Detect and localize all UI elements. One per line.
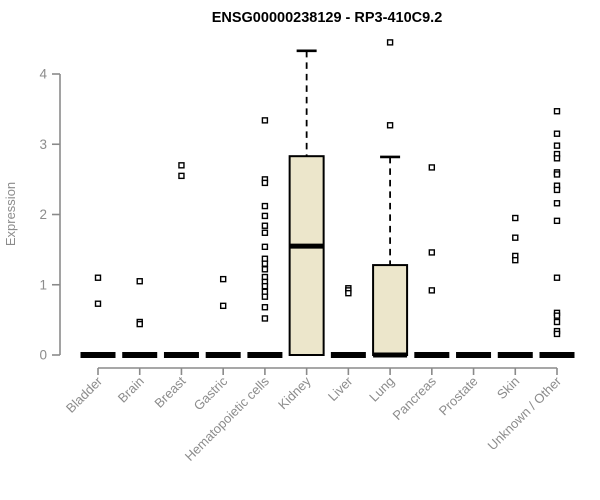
box-lung [372,264,409,356]
zero-bar-prostate [456,352,492,358]
zero-bar-brain [122,352,158,358]
outlier-point-hematopoietic-cells [261,282,269,290]
outlier-point-unknown-other [553,330,561,338]
x-tick-label-breast: Breast [151,373,188,410]
outlier-point-lung [386,39,394,46]
outlier-point-bladder [94,274,102,281]
y-tick-label-3: 3 [39,137,47,152]
outlier-point-unknown-other [553,200,561,207]
outlier-point-hematopoietic-cells [261,222,269,229]
x-tick-label-lung: Lung [366,374,397,405]
outlier-point-unknown-other [553,318,561,326]
box-kidney [288,155,325,356]
zero-bar-breast [163,352,199,358]
x-tick-label-liver: Liver [325,373,356,404]
outlier-point-breast [178,172,185,180]
outlier-point-brain [136,278,143,285]
outlier-point-hematopoietic-cells [261,260,269,267]
y-tick-label-1: 1 [39,277,47,292]
zero-bar-liver [330,352,366,358]
outlier-point-hematopoietic-cells [261,229,269,236]
outlier-point-skin [512,234,519,241]
y-tick-label-2: 2 [39,207,47,222]
outlier-point-hematopoietic-cells [261,293,269,300]
y-tick-label-4: 4 [39,67,47,82]
zero-bar-gastric [205,352,241,358]
outlier-point-unknown-other [553,130,561,137]
outlier-point-hematopoietic-cells [261,202,269,210]
zero-bar-hematopoietic-cells [247,352,283,358]
outlier-point-unknown-other [553,155,561,162]
outlier-point-hematopoietic-cells [261,304,269,311]
outlier-point-hematopoietic-cells [261,243,269,251]
zero-bar-skin [497,352,533,358]
outlier-point-liver [345,289,352,297]
outlier-point-unknown-other [553,312,561,319]
x-tick-label-skin: Skin [494,374,522,402]
outlier-point-unknown-other [553,217,561,225]
outlier-point-brain [136,320,143,328]
outlier-point-gastric [219,275,227,283]
outlier-point-skin [512,214,519,222]
outlier-point-hematopoietic-cells [261,266,269,273]
outlier-point-hematopoietic-cells [261,117,269,124]
x-tick-label-bladder: Bladder [63,373,106,416]
outlier-point-bladder [94,300,102,307]
outlier-point-unknown-other [553,142,561,149]
outlier-point-pancreas [428,164,436,171]
x-tick-label-kidney: Kidney [275,373,314,412]
chart-title: ENSG00000238129 - RP3-410C9.2 [212,10,443,26]
outlier-point-hematopoietic-cells [261,179,269,187]
zero-bar-pancreas [414,352,450,358]
outlier-point-breast [178,162,185,169]
outlier-point-hematopoietic-cells [261,315,269,322]
x-tick-label-unknown-other: Unknown / Other [485,373,565,453]
zero-bar-bladder [80,352,116,358]
outlier-point-unknown-other [553,186,561,194]
zero-bar-unknown-other [539,352,575,358]
x-tick-label-prostate: Prostate [436,374,481,419]
x-tick-label-pancreas: Pancreas [389,373,439,423]
outlier-point-skin [512,256,519,264]
outlier-point-lung [386,122,394,129]
outlier-point-hematopoietic-cells [261,212,269,220]
outlier-point-unknown-other [553,171,561,178]
y-tick-label-0: 0 [39,348,47,363]
outlier-point-unknown-other [553,108,561,115]
outlier-point-pancreas [428,249,436,256]
x-tick-label-gastric: Gastric [191,373,231,413]
x-tick-label-brain: Brain [115,374,147,406]
y-axis-title: Expression [3,182,18,246]
outlier-point-gastric [219,302,227,310]
outlier-point-pancreas [428,287,436,294]
outlier-point-unknown-other [553,274,561,281]
